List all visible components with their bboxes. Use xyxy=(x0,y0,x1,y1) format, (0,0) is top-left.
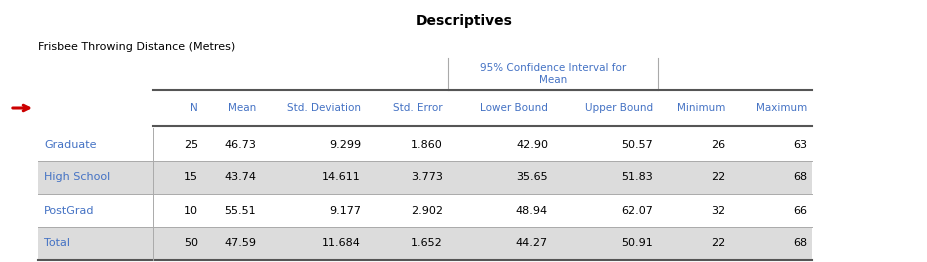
Text: 50.91: 50.91 xyxy=(620,238,653,248)
Text: 25: 25 xyxy=(184,139,197,150)
Text: Frisbee Throwing Distance (Metres): Frisbee Throwing Distance (Metres) xyxy=(38,42,235,52)
Text: PostGrad: PostGrad xyxy=(44,205,95,216)
Text: 10: 10 xyxy=(184,205,197,216)
Text: 43.74: 43.74 xyxy=(223,172,256,183)
Text: Upper Bound: Upper Bound xyxy=(584,103,653,113)
Text: Total: Total xyxy=(44,238,70,248)
Text: Lower Bound: Lower Bound xyxy=(479,103,548,113)
Bar xyxy=(38,161,811,194)
Text: 42.90: 42.90 xyxy=(515,139,548,150)
Bar xyxy=(38,227,811,260)
Text: 50: 50 xyxy=(184,238,197,248)
Text: N: N xyxy=(190,103,197,113)
Text: 47.59: 47.59 xyxy=(223,238,256,248)
Text: 14.611: 14.611 xyxy=(322,172,361,183)
Text: 22: 22 xyxy=(710,238,724,248)
Text: 46.73: 46.73 xyxy=(224,139,256,150)
Text: High School: High School xyxy=(44,172,110,183)
Text: 11.684: 11.684 xyxy=(322,238,361,248)
Text: 44.27: 44.27 xyxy=(515,238,548,248)
Text: 3.773: 3.773 xyxy=(411,172,442,183)
Text: 62.07: 62.07 xyxy=(620,205,653,216)
Text: 1.652: 1.652 xyxy=(411,238,442,248)
Text: 32: 32 xyxy=(710,205,724,216)
Text: Std. Deviation: Std. Deviation xyxy=(286,103,361,113)
Text: 9.299: 9.299 xyxy=(328,139,361,150)
Text: 68: 68 xyxy=(792,238,806,248)
Text: 15: 15 xyxy=(184,172,197,183)
Text: 48.94: 48.94 xyxy=(515,205,548,216)
Text: 2.902: 2.902 xyxy=(411,205,442,216)
Text: Std. Error: Std. Error xyxy=(393,103,442,113)
Text: 63: 63 xyxy=(793,139,806,150)
Text: 55.51: 55.51 xyxy=(224,205,256,216)
Text: 9.177: 9.177 xyxy=(329,205,361,216)
Text: 50.57: 50.57 xyxy=(620,139,653,150)
Text: Maximum: Maximum xyxy=(755,103,806,113)
Text: 1.860: 1.860 xyxy=(411,139,442,150)
Text: Mean: Mean xyxy=(227,103,256,113)
Text: 22: 22 xyxy=(710,172,724,183)
Text: 95% Confidence Interval for
Mean: 95% Confidence Interval for Mean xyxy=(479,63,626,85)
Text: 35.65: 35.65 xyxy=(515,172,548,183)
Text: Descriptives: Descriptives xyxy=(415,14,512,28)
Text: 68: 68 xyxy=(792,172,806,183)
Text: Minimum: Minimum xyxy=(676,103,724,113)
Text: 51.83: 51.83 xyxy=(620,172,653,183)
Bar xyxy=(38,194,811,227)
Text: Graduate: Graduate xyxy=(44,139,96,150)
Text: 66: 66 xyxy=(793,205,806,216)
Text: 26: 26 xyxy=(710,139,724,150)
Bar xyxy=(38,128,811,161)
